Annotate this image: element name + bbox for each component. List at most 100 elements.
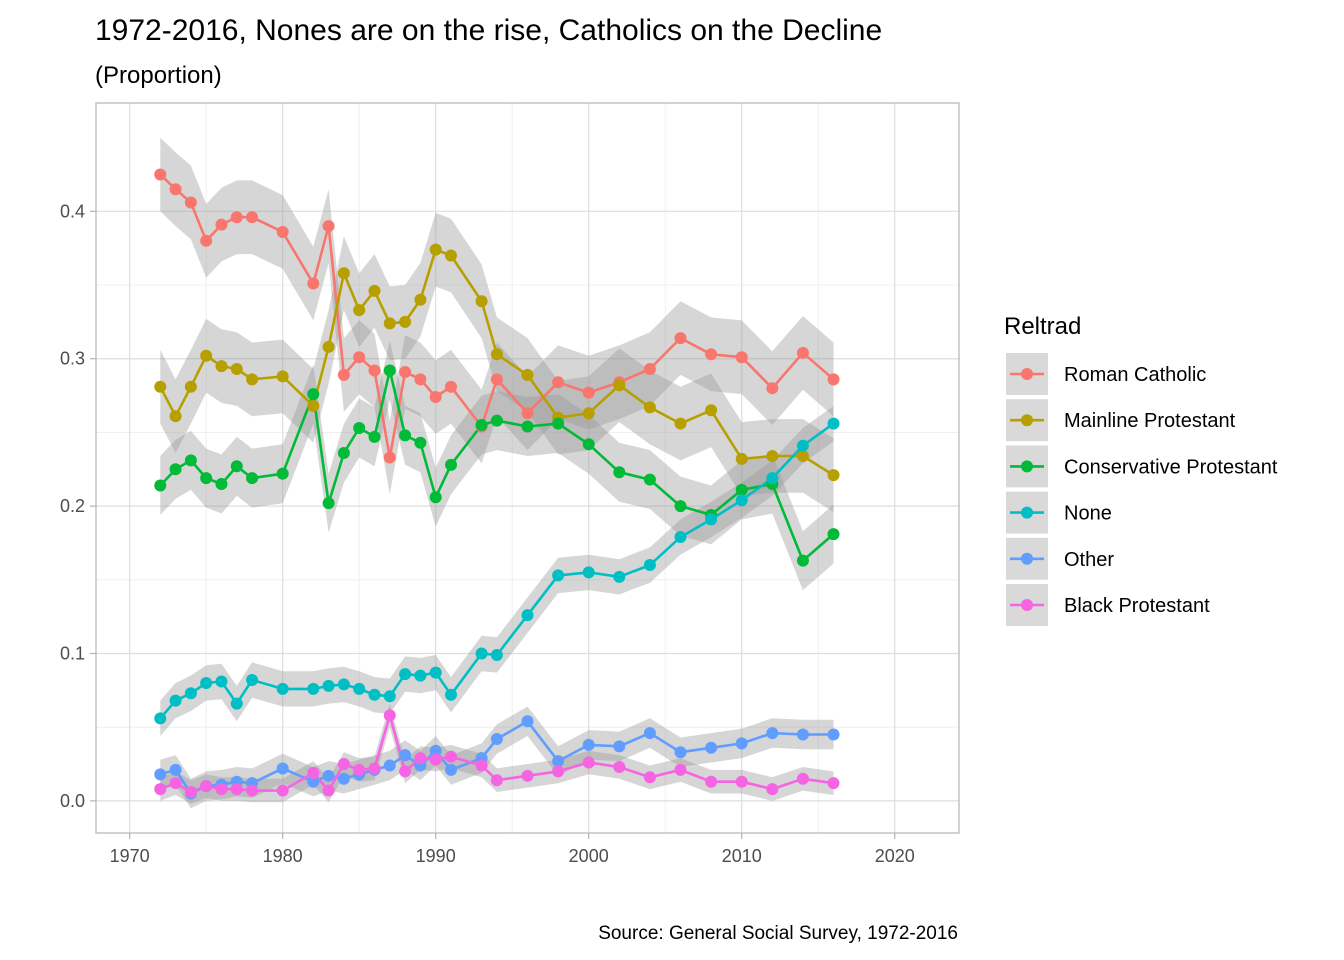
- y-axis: 0.0 0.1 0.2 0.3 0.4: [60, 201, 96, 811]
- data-point: [200, 780, 213, 793]
- legend-label: Conservative Protestant: [1064, 456, 1278, 478]
- data-point: [215, 675, 228, 688]
- data-point: [643, 363, 656, 376]
- data-point: [552, 417, 565, 430]
- data-point: [796, 554, 809, 567]
- data-point: [414, 669, 427, 682]
- data-point: [674, 417, 687, 430]
- data-point: [475, 295, 488, 308]
- legend-label: Other: [1064, 549, 1114, 571]
- data-point: [414, 373, 427, 386]
- x-tick-label: 2010: [722, 846, 762, 866]
- legend-title: Reltrad: [1004, 313, 1081, 340]
- data-point: [337, 267, 350, 280]
- data-point: [383, 759, 396, 772]
- data-point: [276, 682, 289, 695]
- confidence-band-4: [160, 706, 834, 809]
- data-point: [368, 688, 381, 701]
- data-point: [444, 750, 457, 763]
- data-point: [322, 497, 335, 510]
- legend-item: Conservative Protestant: [1006, 445, 1278, 488]
- legend-label: None: [1064, 503, 1112, 525]
- data-point: [444, 249, 457, 262]
- data-point: [337, 772, 350, 785]
- panel-border: [95, 102, 960, 834]
- data-point: [322, 784, 335, 797]
- data-point: [337, 368, 350, 381]
- data-point: [643, 771, 656, 784]
- data-point: [674, 746, 687, 759]
- data-point: [613, 740, 626, 753]
- data-point: [429, 744, 442, 757]
- grid-major: [96, 103, 959, 833]
- data-point: [337, 447, 350, 460]
- data-point: [399, 429, 412, 442]
- chart-caption: Source: General Social Survey, 1972-2016: [598, 923, 958, 944]
- data-point: [490, 348, 503, 361]
- data-point: [322, 220, 335, 233]
- data-point: [475, 419, 488, 432]
- data-point: [169, 183, 182, 196]
- data-point: [154, 712, 167, 725]
- data-point: [705, 775, 718, 788]
- data-point: [230, 211, 243, 224]
- data-point: [353, 351, 366, 364]
- data-point: [490, 732, 503, 745]
- data-point: [643, 401, 656, 414]
- confidence-band-2: [160, 341, 834, 591]
- x-axis: 1970 1980 1990 2000 2010 2020: [110, 833, 915, 866]
- data-point: [521, 769, 534, 782]
- y-tick-label: 0.1: [60, 643, 85, 663]
- data-point: [184, 786, 197, 799]
- data-point: [322, 769, 335, 782]
- data-point: [490, 648, 503, 661]
- data-point: [383, 709, 396, 722]
- data-point: [674, 500, 687, 513]
- chart-subtitle: (Proportion): [95, 62, 222, 89]
- y-tick-label: 0.4: [60, 201, 85, 221]
- data-point: [154, 783, 167, 796]
- data-point: [444, 458, 457, 471]
- data-point: [827, 373, 840, 386]
- data-point: [399, 315, 412, 328]
- data-point: [552, 755, 565, 768]
- confidence-band-5: [160, 703, 834, 804]
- data-point: [399, 365, 412, 378]
- confidence-band-3: [160, 405, 834, 736]
- legend-item: None: [1006, 491, 1112, 534]
- x-tick-label: 2020: [875, 846, 915, 866]
- data-point: [521, 609, 534, 622]
- legend-key-point: [1021, 368, 1033, 380]
- data-point: [246, 373, 259, 386]
- data-point: [766, 382, 779, 395]
- data-point: [184, 380, 197, 393]
- data-point: [796, 346, 809, 359]
- data-point: [490, 414, 503, 427]
- data-point: [154, 768, 167, 781]
- data-point: [399, 765, 412, 778]
- data-point: [276, 370, 289, 383]
- data-point: [521, 420, 534, 433]
- y-tick-label: 0.3: [60, 349, 85, 369]
- data-point: [414, 293, 427, 306]
- x-tick-label: 1970: [110, 846, 150, 866]
- data-point: [429, 753, 442, 766]
- data-point: [705, 741, 718, 754]
- data-point: [735, 452, 748, 465]
- legend-key-point: [1021, 414, 1033, 427]
- y-tick-label: 0.2: [60, 496, 85, 516]
- data-point: [184, 687, 197, 700]
- data-point: [613, 760, 626, 773]
- data-point: [490, 774, 503, 787]
- data-point: [154, 479, 167, 492]
- data-point: [521, 407, 534, 420]
- data-point: [383, 690, 396, 703]
- data-point: [169, 694, 182, 707]
- data-point: [184, 196, 197, 209]
- x-tick-label: 2000: [569, 846, 609, 866]
- data-point: [552, 376, 565, 389]
- data-point: [230, 363, 243, 376]
- data-point: [353, 421, 366, 434]
- data-point: [246, 784, 259, 797]
